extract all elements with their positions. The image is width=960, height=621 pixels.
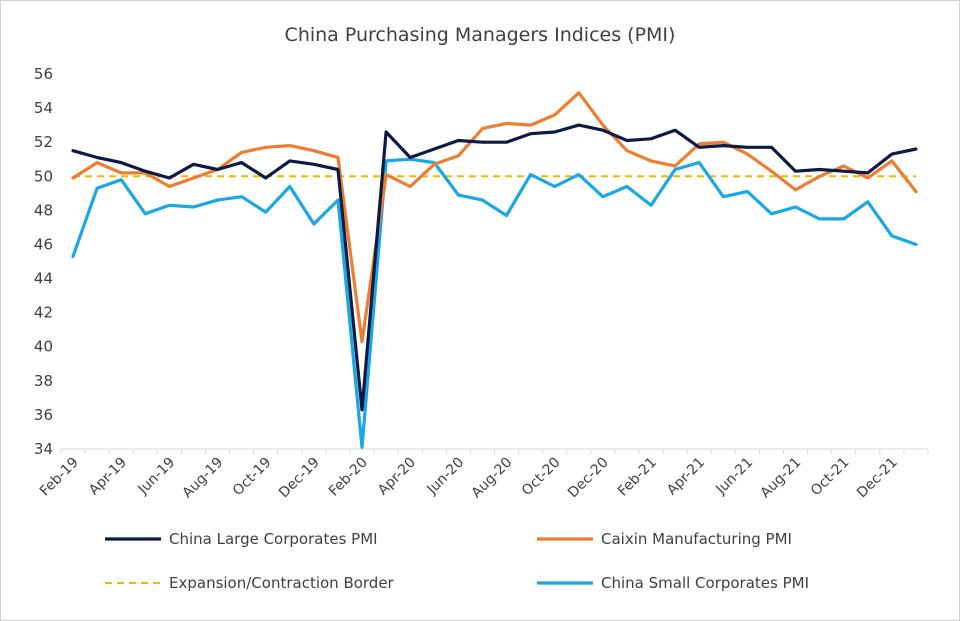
y-tick-label: 50 <box>34 167 53 185</box>
y-tick-label: 40 <box>34 338 53 356</box>
x-tick-label: Oct-21 <box>808 455 853 500</box>
y-tick-label: 56 <box>34 65 53 83</box>
x-tick-label: Dec-20 <box>565 455 612 502</box>
x-tick-label: Apr-20 <box>375 455 419 499</box>
series-line-china-small-corporates-pmi <box>71 157 918 449</box>
x-axis-ticks: Feb-19 Apr-19 Jun-19 Aug-19 Oct-19 Dec-19 Feb-… <box>37 449 929 502</box>
y-tick-label: 52 <box>34 133 53 151</box>
x-tick-label: Jun-21 <box>713 455 757 499</box>
series-line-china-large-corporates-pmi <box>71 123 918 412</box>
x-tick-label: Dec-21 <box>854 455 901 502</box>
y-tick-label: 46 <box>34 235 53 253</box>
legend-item: China Small Corporates PMI <box>537 574 809 592</box>
x-tick-label: Apr-19 <box>86 455 130 499</box>
x-tick-label: Aug-19 <box>180 455 227 502</box>
chart-title: China Purchasing Managers Indices (PMI) <box>285 24 676 46</box>
x-tick-label: Jun-19 <box>135 455 179 499</box>
legend-item: Expansion/Contraction Border <box>105 574 395 592</box>
y-tick-label: 42 <box>34 304 53 322</box>
x-tick-label: Oct-19 <box>230 455 275 500</box>
y-tick-label: 48 <box>34 201 53 219</box>
x-tick-label: Feb-19 <box>37 455 82 500</box>
legend-label: China Small Corporates PMI <box>601 574 809 592</box>
legend-label: Expansion/Contraction Border <box>169 574 395 592</box>
series-lines <box>71 91 918 449</box>
y-axis-ticks: 34 36 38 40 42 44 46 48 50 52 54 56 <box>34 65 53 458</box>
y-tick-label: 38 <box>34 372 53 390</box>
chart-legend: China Large Corporates PMI Caixin Manufac… <box>105 530 809 592</box>
y-tick-label: 36 <box>34 406 53 424</box>
legend-item: China Large Corporates PMI <box>105 530 378 548</box>
x-tick-label: Apr-21 <box>664 455 708 499</box>
x-tick-label: Aug-20 <box>469 455 516 502</box>
x-tick-label: Oct-20 <box>519 455 564 500</box>
series-line-caixin-manufacturing-pmi <box>71 91 918 344</box>
y-tick-label: 44 <box>34 270 53 288</box>
legend-item: Caixin Manufacturing PMI <box>537 530 792 548</box>
y-tick-label: 54 <box>34 99 53 117</box>
legend-label: Caixin Manufacturing PMI <box>601 530 792 548</box>
x-tick-label: Dec-19 <box>276 455 323 502</box>
y-tick-label: 34 <box>34 440 53 458</box>
x-tick-label: Feb-20 <box>326 455 371 500</box>
x-tick-label: Jun-20 <box>424 455 468 499</box>
x-tick-label: Aug-21 <box>758 455 805 502</box>
x-tick-label: Feb-21 <box>615 455 660 500</box>
legend-label: China Large Corporates PMI <box>169 530 378 548</box>
